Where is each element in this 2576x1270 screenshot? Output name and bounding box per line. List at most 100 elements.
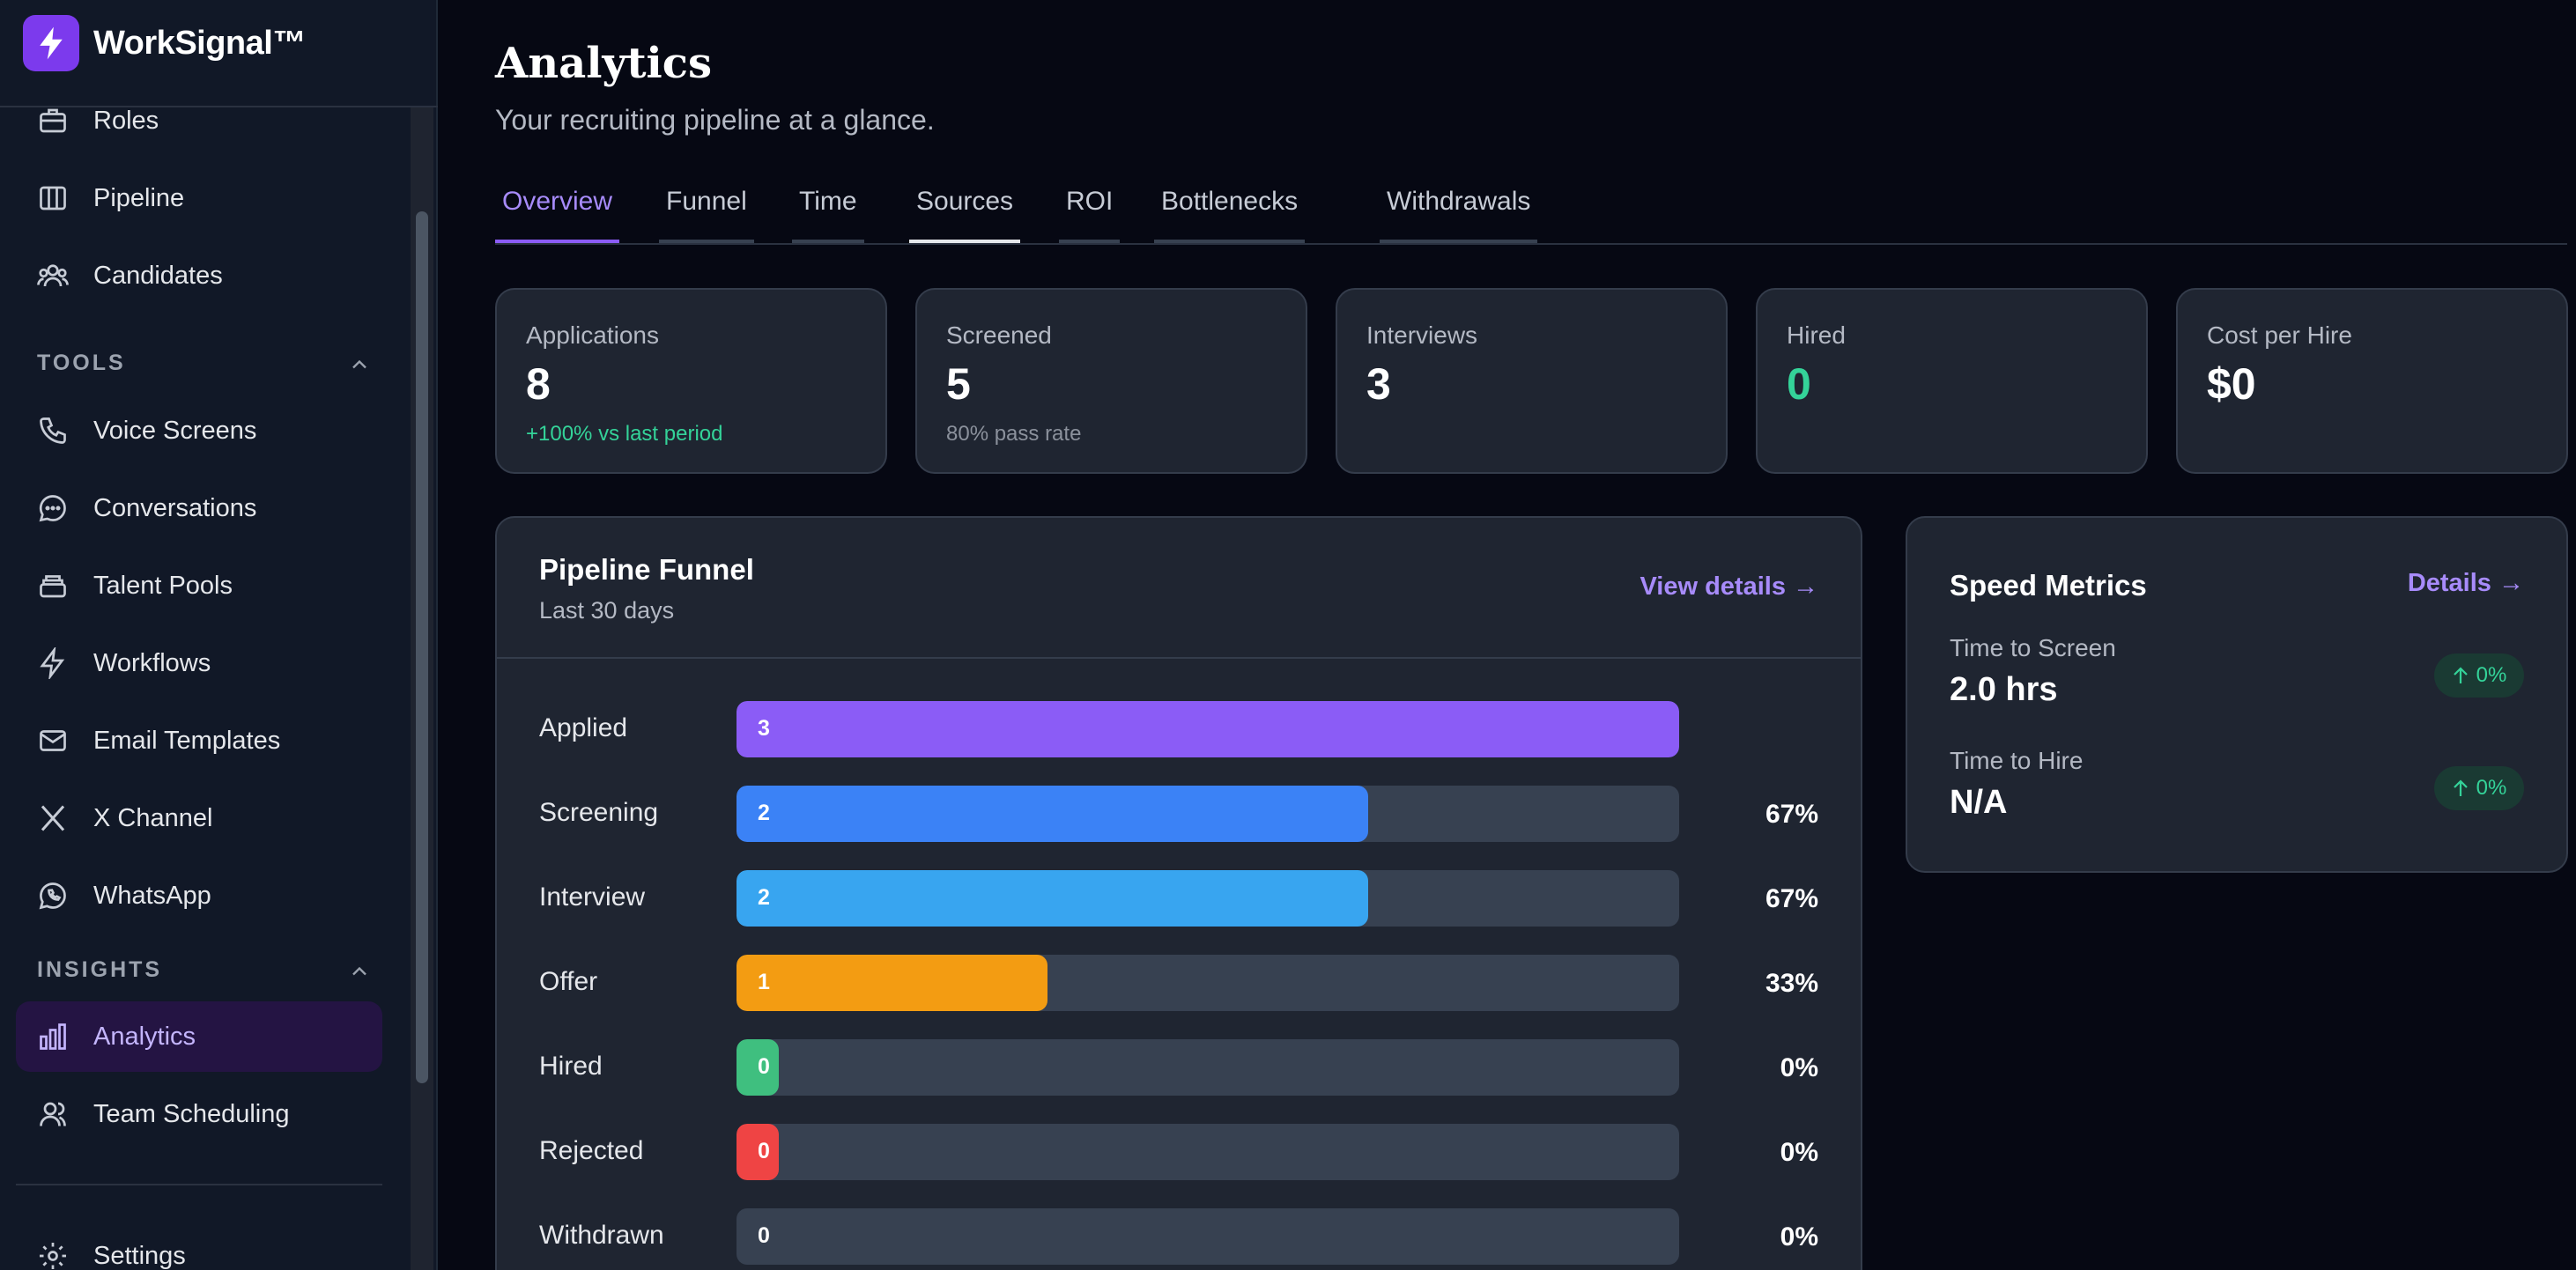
metric-change-badge: 0% (2434, 653, 2524, 698)
stat-card-interviews: Interviews 3 (1336, 288, 1728, 474)
sidebar-item-whatsapp[interactable]: WhatsApp (16, 860, 382, 931)
funnel-row-label: Offer (539, 967, 598, 996)
sidebar-item-team-scheduling[interactable]: Team Scheduling (16, 1079, 382, 1149)
funnel-bar-value: 0 (758, 1223, 770, 1248)
funnel-row-rejected: Rejected 0 0% (497, 1124, 1861, 1180)
funnel-row-withdrawn: Withdrawn 0 0% (497, 1208, 1861, 1265)
sidebar-scrollbar[interactable] (416, 211, 428, 1083)
sidebar-item-label: Voice Screens (93, 416, 257, 445)
sidebar-item-label: Candidates (93, 261, 223, 290)
sidebar-item-conversations[interactable]: Conversations (16, 473, 382, 543)
arrow-up-icon (2453, 779, 2468, 796)
stat-value: 0 (1787, 359, 1811, 409)
metric-label: Time to Hire (1950, 747, 2084, 774)
phone-icon (40, 417, 66, 444)
tab-time[interactable]: Time (792, 187, 864, 243)
sidebar-item-label: Settings (93, 1241, 186, 1270)
sidebar-item-analytics[interactable]: Analytics (16, 1001, 382, 1072)
stat-label: Screened (946, 321, 1052, 349)
sidebar-item-settings[interactable]: Settings (16, 1221, 382, 1270)
sidebar-item-candidates[interactable]: Candidates (16, 240, 382, 311)
funnel-row-label: Hired (539, 1052, 603, 1081)
sidebar-item-talent-pools[interactable]: Talent Pools (16, 550, 382, 621)
team-icon (40, 1102, 66, 1126)
funnel-bar-value: 2 (758, 885, 770, 910)
sidebar-item-roles[interactable]: Roles (16, 107, 382, 156)
stat-label: Cost per Hire (2207, 321, 2352, 349)
funnel-bar-fill (737, 1124, 779, 1180)
funnel-row-percent: 33% (1765, 969, 1818, 998)
funnel-bar-track: 2 (737, 870, 1679, 927)
funnel-row-label: Applied (539, 713, 628, 742)
stat-value: 3 (1366, 359, 1391, 409)
sidebar-item-label: WhatsApp (93, 881, 211, 910)
x-logo-icon (41, 805, 65, 831)
funnel-subtitle: Last 30 days (539, 597, 675, 624)
sidebar-item-workflows[interactable]: Workflows (16, 628, 382, 698)
stat-card-applications: Applications 8 +100% vs last period (495, 288, 887, 474)
sidebar-item-label: Analytics (93, 1022, 196, 1051)
main-content: Analytics Your recruiting pipeline at a … (438, 0, 2576, 1270)
stat-card-screened: Screened 5 80% pass rate (915, 288, 1307, 474)
stat-card-hired: Hired 0 (1756, 288, 2148, 474)
metric-label: Time to Screen (1950, 634, 2116, 661)
sidebar-item-voice-screens[interactable]: Voice Screens (16, 395, 382, 466)
card-divider (497, 657, 1861, 659)
tab-withdrawals[interactable]: Withdrawals (1380, 187, 1538, 243)
users-icon (37, 264, 69, 287)
sidebar-item-pipeline[interactable]: Pipeline (16, 163, 382, 233)
metric-change: 0% (2476, 663, 2507, 687)
view-details-link[interactable]: View details → (1640, 572, 1818, 601)
funnel-row-applied: Applied 3 (497, 701, 1861, 757)
metric-value: N/A (1950, 784, 2008, 821)
funnel-bar-track: 0 (737, 1124, 1679, 1180)
chevron-up-icon (352, 966, 366, 976)
tab-overview[interactable]: Overview (495, 187, 620, 243)
mail-icon (40, 730, 66, 751)
stat-label: Interviews (1366, 321, 1478, 349)
funnel-row-percent: 67% (1765, 884, 1818, 913)
funnel-bar-fill (737, 870, 1368, 927)
sidebar-item-email-templates[interactable]: Email Templates (16, 705, 382, 776)
funnel-title: Pipeline Funnel (539, 553, 754, 586)
funnel-bar-value: 2 (758, 801, 770, 825)
bar-chart-icon (40, 1023, 66, 1050)
section-insights[interactable]: INSIGHTS (37, 954, 372, 989)
funnel-bar-track: 0 (737, 1208, 1679, 1265)
section-tools[interactable]: TOOLS (37, 347, 372, 382)
chevron-up-icon (352, 359, 366, 369)
funnel-row-percent: 0% (1780, 1053, 1818, 1082)
funnel-bar-value: 3 (758, 716, 770, 741)
section-label: INSIGHTS (37, 957, 163, 982)
brand-name: WorkSignal™ (93, 25, 306, 62)
stat-value: $0 (2207, 359, 2256, 409)
sidebar-item-x-channel[interactable]: X Channel (16, 783, 382, 853)
section-label: TOOLS (37, 351, 126, 375)
funnel-row-hired: Hired 0 0% (497, 1039, 1861, 1096)
funnel-row-label: Interview (539, 882, 646, 912)
sidebar: WorkSignal™ Roles Pipeline Candidates TO… (0, 0, 438, 1270)
briefcase-icon (40, 108, 66, 133)
chat-bubble-icon (39, 495, 66, 522)
funnel-bar-value: 1 (758, 970, 770, 994)
details-link[interactable]: Details → (2407, 569, 2524, 597)
sidebar-item-label: X Channel (93, 803, 213, 832)
stat-delta: 80% pass rate (946, 422, 1082, 446)
funnel-bar-fill (737, 701, 1679, 757)
metric-change: 0% (2476, 776, 2507, 800)
tab-bottlenecks[interactable]: Bottlenecks (1154, 187, 1306, 243)
metric-change-badge: 0% (2434, 766, 2524, 810)
tab-sources[interactable]: Sources (909, 187, 1021, 243)
funnel-row-screening: Screening 2 67% (497, 786, 1861, 842)
funnel-bar-fill (737, 786, 1368, 842)
funnel-row-percent: 0% (1780, 1138, 1818, 1167)
sidebar-nav: Roles Pipeline Candidates TOOLS Voice Sc… (0, 107, 414, 1270)
sidebar-divider (16, 1184, 382, 1185)
tab-roi[interactable]: ROI (1059, 187, 1121, 243)
tab-funnel[interactable]: Funnel (659, 187, 754, 243)
sidebar-item-label: Conversations (93, 493, 257, 522)
funnel-bar-track: 2 (737, 786, 1679, 842)
funnel-row-interview: Interview 2 67% (497, 870, 1861, 927)
sidebar-item-label: Workflows (93, 648, 211, 677)
stat-value: 8 (526, 359, 551, 409)
